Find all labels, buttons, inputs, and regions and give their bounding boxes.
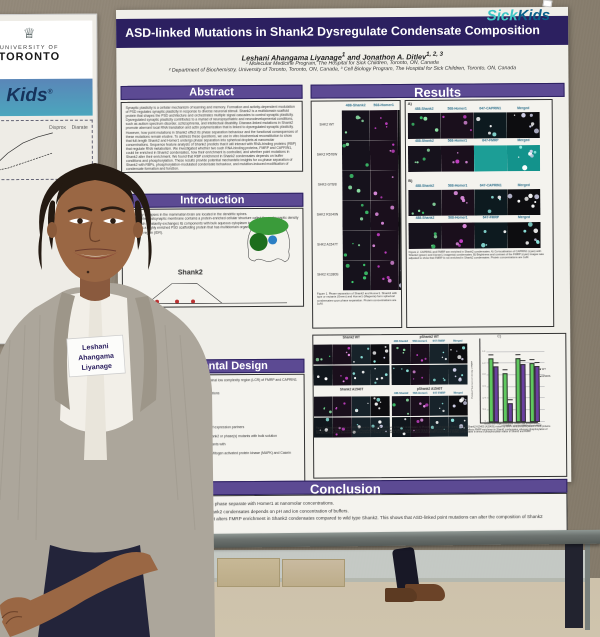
svg-text:Leshani: Leshani bbox=[82, 343, 109, 352]
svg-text:Liyanage: Liyanage bbox=[81, 363, 112, 372]
svg-text:Ahangama: Ahangama bbox=[78, 353, 114, 362]
